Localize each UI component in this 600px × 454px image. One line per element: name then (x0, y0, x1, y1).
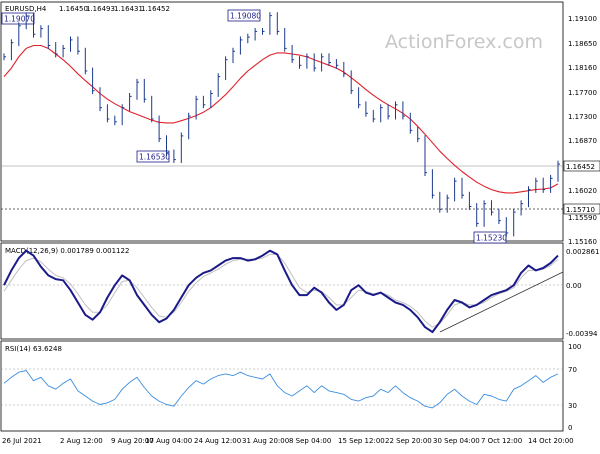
x-tick: 15 Sep 12:00 (338, 437, 385, 445)
macd-tick: -0.00394 (566, 330, 598, 338)
annotation-label: 1.15230 (476, 234, 507, 243)
price-panel-high: 1.16493 (86, 5, 115, 13)
macd-panel-frame (0, 242, 564, 340)
rsi-tick: 70 (568, 366, 577, 374)
price-tick: 1.15160 (568, 238, 597, 246)
x-tick: 22 Sep 20:00 (385, 437, 432, 445)
price-tick: 1.18650 (568, 40, 597, 48)
annotation-box (227, 9, 261, 22)
price-panel-frame (0, 1, 564, 242)
price-panel-close: 1.16452 (141, 5, 170, 13)
x-tick: 14 Oct 20:00 (528, 437, 574, 445)
rsi-tick: 0 (568, 424, 572, 432)
price-panel-symbol: EURUSD,H4 (5, 5, 47, 13)
price-ma-layer (3, 44, 559, 194)
annotation-label: 1.19080 (230, 12, 261, 21)
annotation-box (136, 150, 170, 163)
price-tick: 1.15590 (568, 214, 597, 222)
price-tick: 1.18160 (568, 64, 597, 72)
annotation-box (473, 231, 507, 244)
macd-tick: 0.00 (566, 282, 582, 290)
price-tick: 1.16020 (568, 187, 597, 195)
x-tick: 7 Oct 12:00 (481, 437, 522, 445)
price-tick: 1.17700 (568, 89, 597, 97)
macd-signal-line (3, 253, 559, 328)
x-tick: 30 Sep 04:00 (433, 437, 480, 445)
support-tag (563, 203, 600, 215)
macd-line (3, 249, 559, 334)
price-bars-layer (3, 12, 560, 237)
current-price-tag (563, 160, 600, 172)
x-tick: 9 Aug 20:00 (111, 437, 154, 445)
x-tick: 2 Aug 12:00 (60, 437, 103, 445)
macd-trendline (439, 271, 564, 333)
rsi-tick: 100 (568, 343, 581, 351)
price-tick: 1.16870 (568, 137, 597, 145)
x-tick: 26 Jul 2021 (2, 437, 42, 445)
price-tick: 1.17300 (568, 113, 597, 121)
rsi-layer (3, 370, 559, 409)
rsi-tick: 30 (568, 402, 577, 410)
rsi-panel-title: RSI(14) 63.6248 (5, 345, 62, 353)
price-panel-open: 1.16450 (59, 5, 88, 13)
watermark: ActionForex.com (385, 31, 543, 53)
x-tick: 24 Aug 12:00 (194, 437, 241, 445)
annotation-label: 1.19070 (4, 15, 35, 24)
support-label: 1.15710 (566, 206, 595, 214)
price-panel-low: 1.16431 (114, 5, 143, 13)
annotation-label: 1.16530 (139, 153, 170, 162)
moving-average-line (3, 44, 559, 194)
x-tick: 31 Aug 20:00 (242, 437, 289, 445)
price-tick: 1.19100 (568, 15, 597, 23)
rsi-panel-frame (0, 340, 564, 432)
macd-layer (3, 249, 559, 334)
x-tick: 17 Aug 04:00 (145, 437, 192, 445)
rsi-line (3, 370, 559, 409)
current-price-label: 1.16452 (566, 163, 595, 171)
macd-panel-title: MACD(12,26,9) 0.001789 0.001122 (5, 247, 129, 255)
macd-tick: 0.002861 (566, 248, 599, 256)
x-tick: 8 Sep 04:00 (289, 437, 331, 445)
